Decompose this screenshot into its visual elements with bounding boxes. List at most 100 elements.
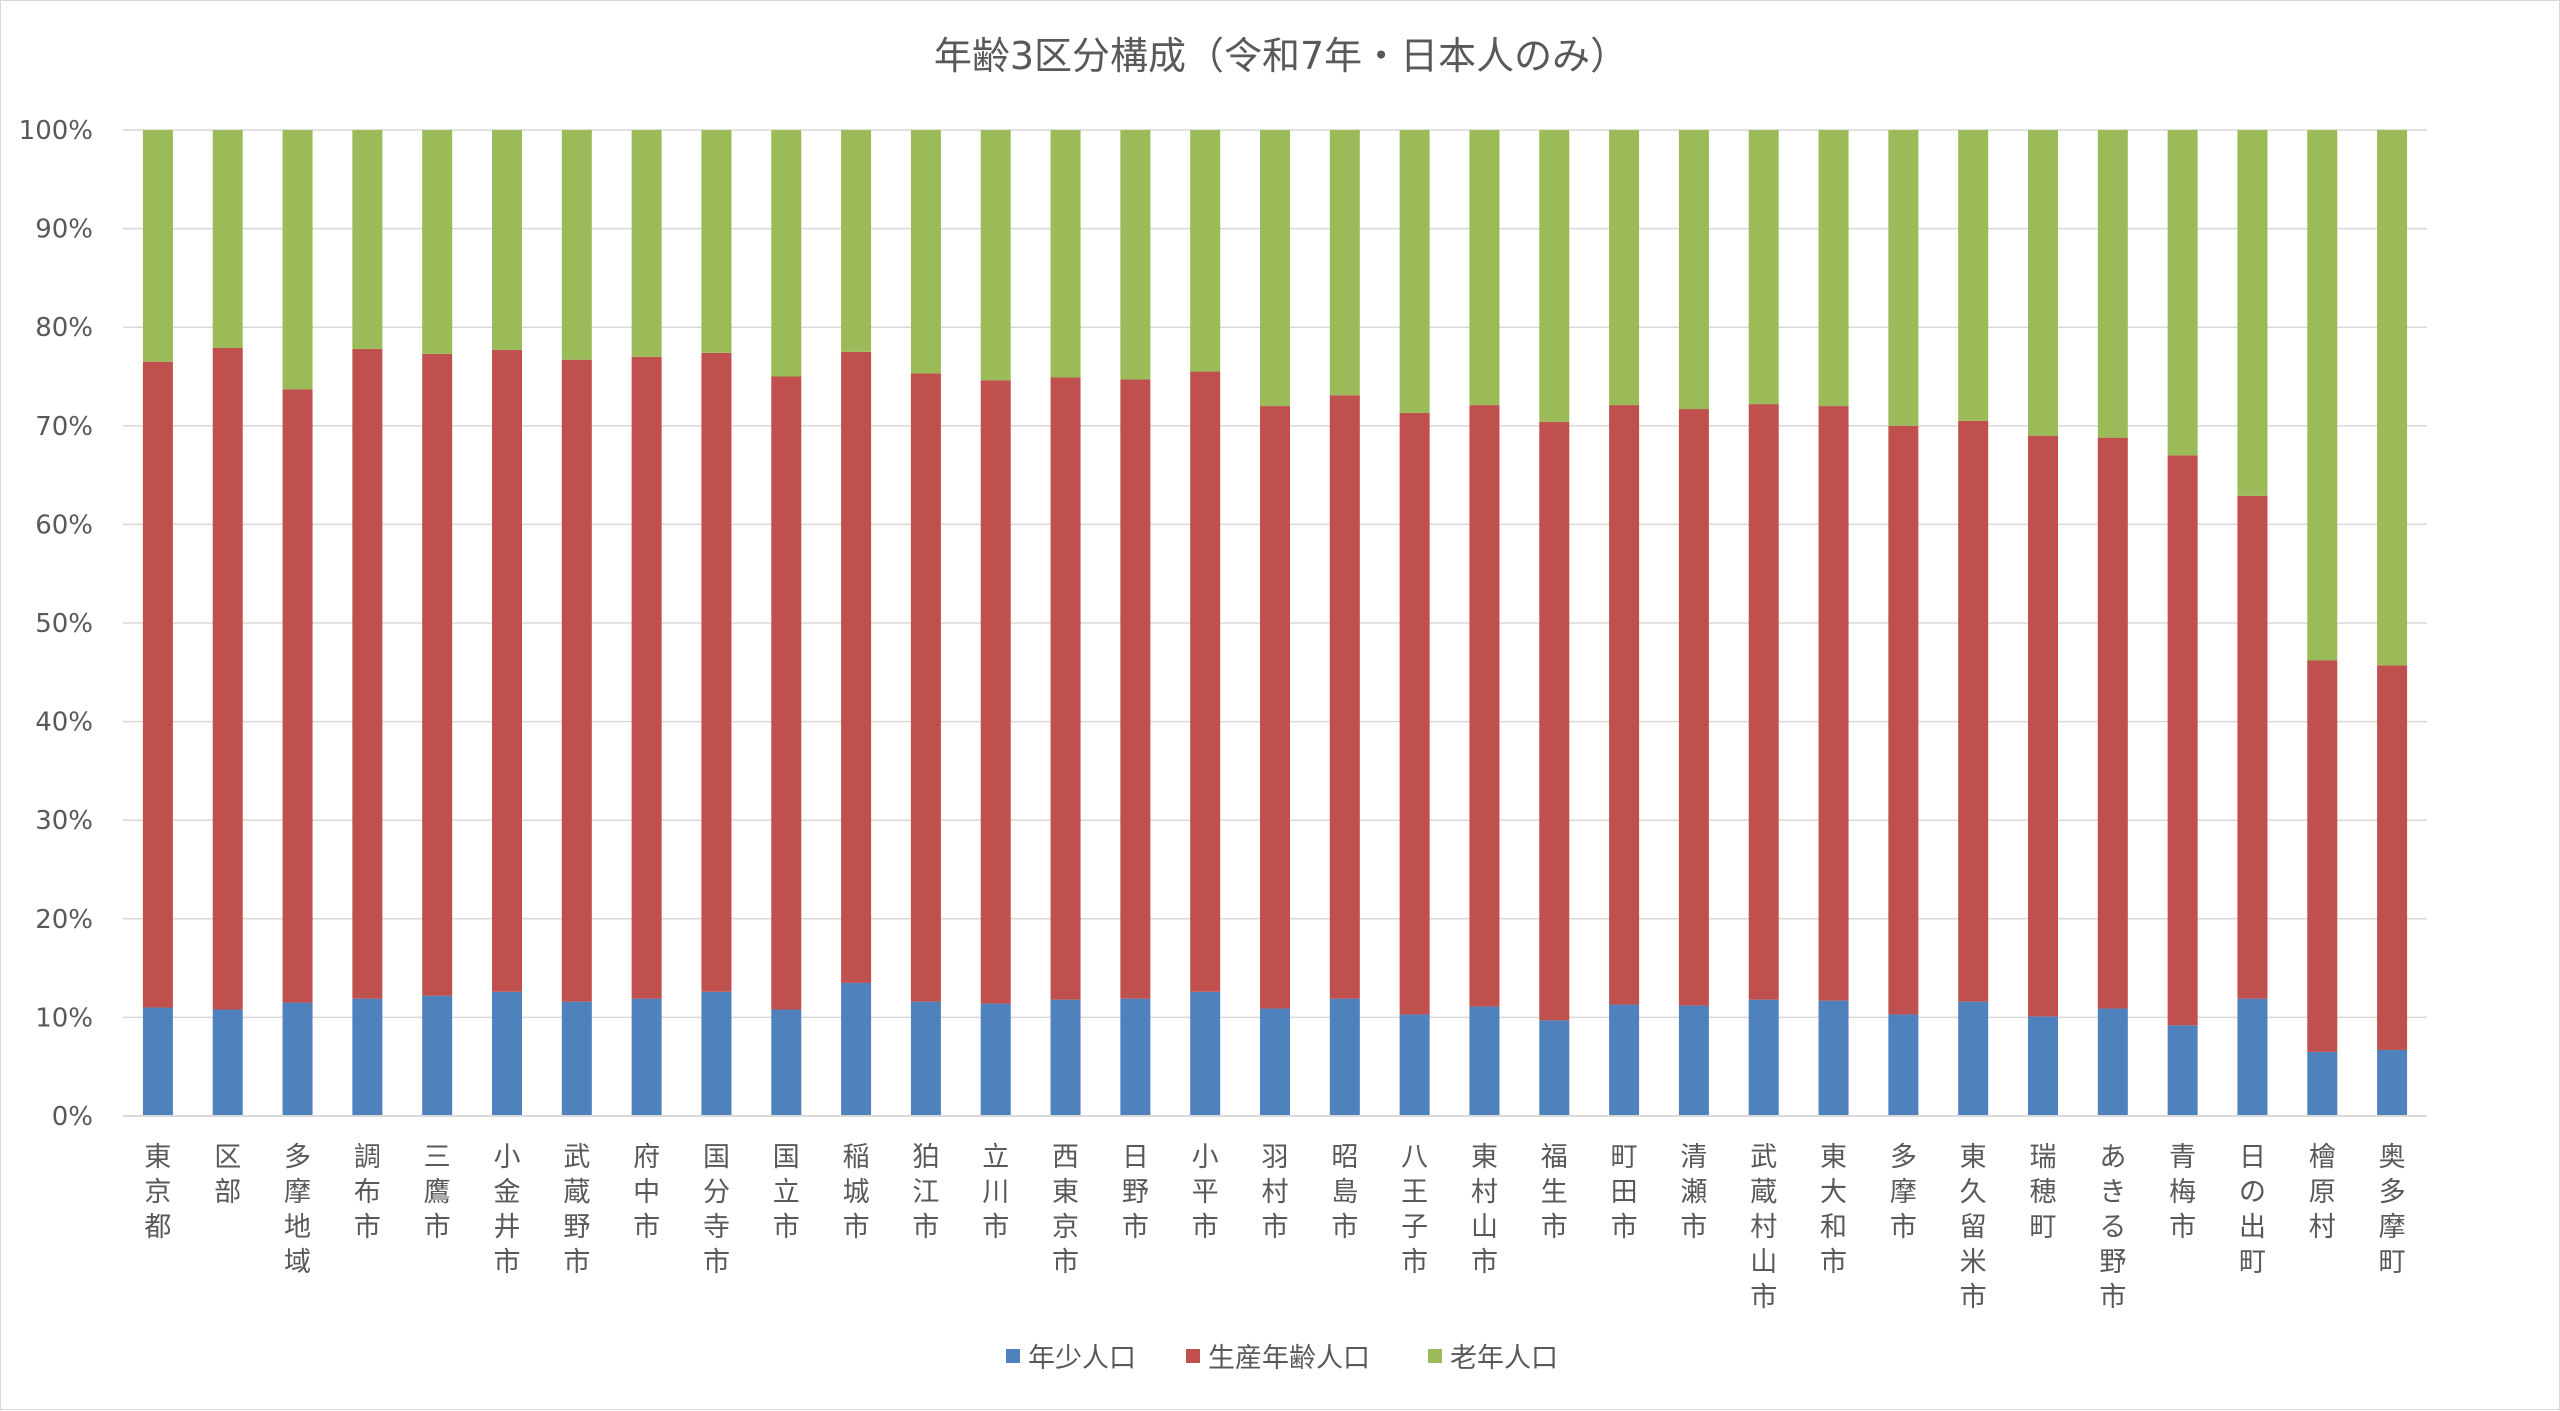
x-category-label: 武蔵村山市 <box>1750 1142 1777 1313</box>
bar-segment <box>2377 665 2408 1050</box>
x-category-label: 瑞穂町 <box>2030 1142 2057 1243</box>
x-category-label: 多摩地域 <box>284 1142 311 1278</box>
x-category-label: あきる野市 <box>2099 1142 2126 1313</box>
bar-segment <box>561 359 592 1002</box>
bar-segment <box>841 982 872 1116</box>
y-tick-label: 50% <box>35 609 93 639</box>
bar-segment <box>1818 406 1849 1001</box>
x-category-label: 東久留米市 <box>1960 1142 1987 1313</box>
bar-segment <box>1609 405 1640 1005</box>
y-axis-ticks: 0% 10% 20% 30% 40% 50% 60% 70% 80% 90% 100% <box>19 116 93 1132</box>
x-category-label: 西東京市 <box>1052 1142 1079 1278</box>
bar-segment <box>841 130 872 352</box>
bar-segment <box>212 130 243 348</box>
bar-segment <box>282 389 313 1003</box>
x-category-label: 小金井市 <box>494 1142 521 1278</box>
bar-segment <box>701 991 732 1116</box>
bar-segment <box>771 1009 802 1116</box>
bar-segment <box>142 1007 173 1116</box>
bar-segment <box>1050 130 1081 378</box>
x-category-label: 立川市 <box>982 1142 1009 1243</box>
y-tick-label: 0% <box>52 1102 93 1132</box>
legend-label: 老年人口 <box>1450 1343 1558 1374</box>
bar-segment <box>1050 377 1081 1000</box>
bar-segment <box>1469 405 1500 1007</box>
bar-segment <box>422 130 453 354</box>
bar-segment <box>631 356 662 999</box>
legend: 年少人口 生産年齢人口 老年人口 <box>1006 1343 1558 1374</box>
bar-segment <box>1539 1020 1570 1116</box>
legend-swatch <box>1186 1349 1200 1363</box>
bar-segment <box>1469 130 1500 406</box>
bar-segment <box>1539 421 1570 1021</box>
legend-label: 生産年齢人口 <box>1208 1343 1370 1374</box>
bar-segment <box>1888 130 1919 426</box>
bar-segment <box>771 376 802 1010</box>
bar-segment <box>1399 412 1430 1015</box>
legend-swatch <box>1428 1349 1442 1363</box>
x-category-label: 国分寺市 <box>703 1142 730 1278</box>
bar-segment <box>492 349 522 992</box>
bar-segment <box>561 1001 592 1116</box>
y-tick-label: 80% <box>35 313 93 343</box>
bar-segment <box>1329 395 1360 999</box>
bar-segment <box>771 130 802 377</box>
bar-segment <box>631 998 662 1116</box>
y-tick-label: 30% <box>35 806 93 836</box>
y-tick-label: 90% <box>35 215 93 245</box>
bar-segment <box>1260 1008 1290 1116</box>
x-category-label: 八王子市 <box>1401 1142 1428 1278</box>
chart-title: 年齢3区分構成（令和7年・日本人のみ） <box>934 34 1628 78</box>
x-category-label: 三鷹市 <box>424 1142 451 1243</box>
bar-segment <box>2237 495 2268 999</box>
x-category-label: 武蔵野市 <box>563 1142 590 1278</box>
bar-segment <box>142 130 173 362</box>
bar-segment <box>2377 1049 2408 1116</box>
x-axis-categories: 東京都 区部 多摩地域 調布市 三鷹市 小金井市 武蔵野市 府中市 国分寺市 国立市 稲城市 狛江市 立… <box>144 1142 2405 1313</box>
bar-segment <box>1190 130 1221 372</box>
x-category-label: 青梅市 <box>2169 1142 2196 1243</box>
bar-segment <box>1748 404 1779 1000</box>
bar-segment <box>492 130 522 350</box>
x-category-label: 町田市 <box>1611 1142 1638 1243</box>
x-category-label: 小平市 <box>1192 1142 1219 1243</box>
bar-segment <box>492 991 522 1116</box>
bar-segment <box>631 130 662 357</box>
bar-segment <box>2307 660 2338 1052</box>
bar-segment <box>352 348 383 999</box>
bar-segment <box>2097 437 2128 1009</box>
bar-segment <box>1678 130 1709 410</box>
bar-segment <box>1260 406 1290 1009</box>
x-category-label: 多摩市 <box>1890 1142 1917 1243</box>
x-category-label: 東京都 <box>144 1142 171 1243</box>
bar-segment <box>2167 130 2198 456</box>
bar-segment <box>1399 1014 1430 1116</box>
x-category-label: 狛江市 <box>912 1142 939 1243</box>
bar-segment <box>701 352 732 992</box>
legend-label: 年少人口 <box>1028 1343 1136 1374</box>
bar-segment <box>2097 1008 2128 1116</box>
bar-segment <box>2028 1016 2058 1116</box>
bar-segment <box>980 380 1011 1004</box>
y-tick-label: 10% <box>35 1003 93 1033</box>
bar-segment <box>1748 999 1779 1116</box>
bar-segment <box>1190 371 1221 992</box>
bar-segment <box>1329 998 1360 1116</box>
x-category-label: 稲城市 <box>843 1142 870 1243</box>
x-category-label: 東村山市 <box>1471 1142 1498 1278</box>
bar-segment <box>980 130 1011 381</box>
bar-segment <box>282 130 313 390</box>
bar-segment <box>1050 999 1081 1116</box>
x-category-label: 福生市 <box>1541 1142 1568 1243</box>
bar-segment <box>352 998 383 1116</box>
x-category-label: 羽村市 <box>1262 1142 1289 1243</box>
bar-segment <box>2167 1025 2198 1116</box>
bar-segment <box>1888 425 1919 1015</box>
y-tick-label: 40% <box>35 708 93 738</box>
bar-segment <box>1190 991 1221 1116</box>
bar-segment <box>422 353 453 996</box>
bar-segment <box>910 373 941 1002</box>
bar-segment <box>1120 130 1151 380</box>
